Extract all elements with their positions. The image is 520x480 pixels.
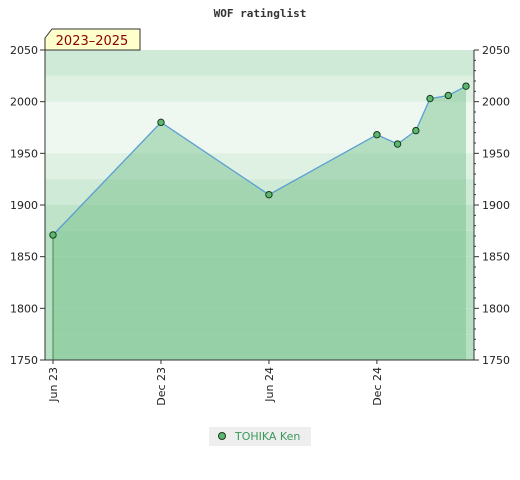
data-point bbox=[157, 118, 165, 127]
background-band bbox=[45, 230, 474, 257]
series-points bbox=[49, 82, 470, 239]
series-area bbox=[52, 86, 466, 360]
y-left-tick-label: 1750 bbox=[10, 354, 38, 367]
y-left-tick-label: 2050 bbox=[10, 44, 38, 57]
data-point bbox=[462, 82, 470, 90]
period-badge-box bbox=[44, 28, 141, 51]
data-point bbox=[393, 140, 402, 148]
background-band bbox=[45, 50, 474, 76]
y-right-tick-label: 2000 bbox=[482, 96, 510, 109]
y-left-tick-label: 1950 bbox=[10, 147, 38, 160]
background-band bbox=[45, 101, 474, 128]
legend-marker bbox=[218, 432, 226, 440]
series-area-fill bbox=[53, 86, 466, 360]
y-left-tick-label: 2000 bbox=[10, 96, 38, 109]
y-right-tick-label: 1800 bbox=[482, 302, 510, 315]
y-right-tick-label: 2050 bbox=[482, 44, 510, 57]
x-tick-label: Dec 24 bbox=[371, 367, 384, 406]
background-band bbox=[45, 308, 474, 335]
data-point bbox=[373, 131, 381, 139]
data-point bbox=[49, 231, 57, 239]
background-band bbox=[45, 282, 474, 309]
y-left-tick-label: 1900 bbox=[10, 199, 38, 212]
data-point bbox=[444, 91, 452, 100]
background-band bbox=[45, 205, 474, 231]
background-band bbox=[45, 179, 474, 205]
x-tick-label: Jun 23 bbox=[47, 367, 60, 403]
background-band bbox=[45, 153, 474, 180]
background-band bbox=[45, 256, 474, 283]
period-badge: 2023–2025 bbox=[44, 28, 141, 51]
data-point bbox=[426, 94, 434, 103]
data-point bbox=[412, 126, 420, 135]
x-axis: Jun 23 Dec 23 Jun 24 Dec 24 bbox=[45, 359, 474, 406]
x-tick-label: Dec 23 bbox=[155, 367, 168, 406]
y-right-tick-label: 1850 bbox=[482, 251, 510, 264]
background-band bbox=[45, 75, 474, 102]
y-left-tick-label: 1800 bbox=[10, 302, 38, 315]
background-bands bbox=[45, 50, 474, 360]
y-left-tick-label: 1850 bbox=[10, 251, 38, 264]
legend-label: TOHIKA Ken bbox=[234, 430, 300, 443]
period-badge-label: 2023–2025 bbox=[56, 34, 129, 49]
background-band bbox=[45, 334, 474, 360]
y-axis-right: 1750 1800 1850 1900 1950 2000 2050 bbox=[473, 44, 510, 367]
y-right-tick-label: 1950 bbox=[482, 147, 510, 160]
legend: TOHIKA Ken bbox=[209, 427, 311, 446]
x-tick-label: Jun 24 bbox=[263, 367, 276, 403]
y-right-tick-label: 1750 bbox=[482, 354, 510, 367]
data-point bbox=[265, 190, 273, 199]
chart-title: WOF ratinglist bbox=[214, 7, 307, 20]
y-right-tick-label: 1900 bbox=[482, 199, 510, 212]
y-axis-left: 1750 1800 1850 1900 1950 2000 2050 bbox=[10, 44, 46, 367]
legend-box bbox=[209, 427, 311, 446]
